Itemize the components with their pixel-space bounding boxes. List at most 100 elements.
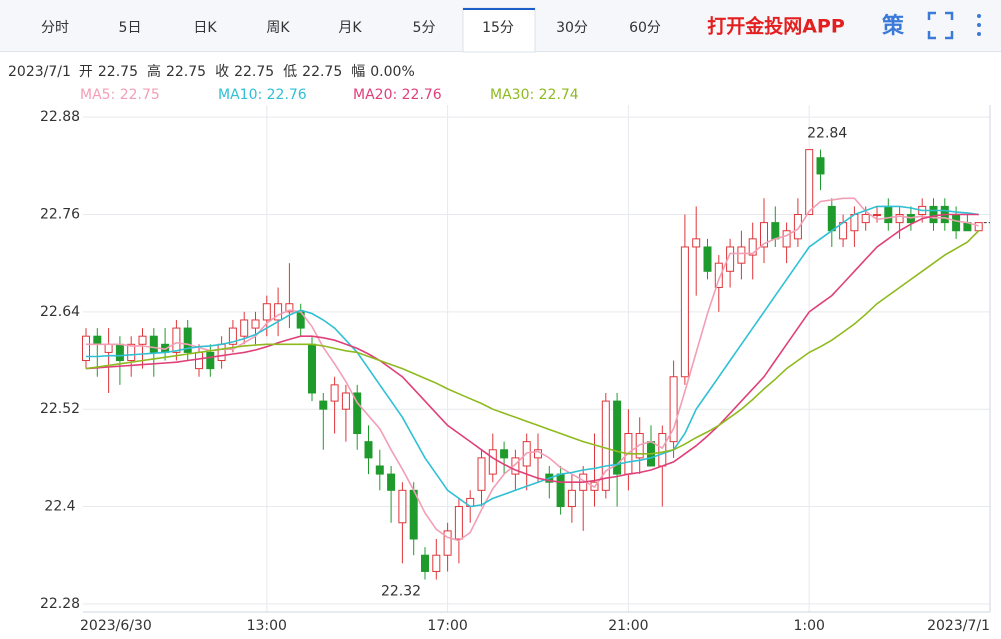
ma-line [86, 197, 979, 542]
candle-body [127, 343, 136, 362]
candle-body [341, 392, 350, 410]
candle-body [93, 335, 102, 345]
tab[interactable]: 15分 [482, 20, 514, 36]
y-tick-label: 22.4 [44, 499, 75, 515]
candle-body [726, 246, 735, 272]
candle-body [262, 303, 271, 321]
tab[interactable]: 周K [266, 20, 290, 36]
candle-body [567, 489, 576, 508]
candle-body [330, 384, 339, 402]
x-tick-label: 17:00 [427, 618, 467, 634]
candle-body [387, 473, 396, 491]
candle-body [737, 246, 746, 264]
more-icon[interactable] [977, 14, 981, 36]
info-text: 低 [283, 64, 297, 80]
candle-body [760, 222, 768, 248]
candle-body [974, 222, 983, 232]
candle-body [454, 506, 463, 540]
y-tick-label: 22.52 [40, 401, 80, 417]
candle-body [692, 238, 701, 248]
candle-body [816, 157, 825, 175]
y-tick-label: 22.76 [40, 207, 80, 223]
candle-body [319, 400, 328, 410]
candle-body [443, 530, 452, 556]
candle-body [228, 327, 237, 345]
legend-entry: MA5: 22.75 [80, 87, 160, 103]
info-text: 0.00% [370, 64, 414, 80]
candle-body [217, 343, 226, 362]
tab[interactable]: 30分 [556, 20, 588, 36]
x-tick-label: 13:00 [247, 618, 287, 634]
candle-body [748, 238, 757, 256]
candle-body [82, 335, 90, 362]
extreme-label: 22.32 [381, 583, 421, 599]
candle-body [782, 230, 791, 248]
strategy-icon[interactable]: 策 [882, 13, 905, 39]
candle-body [285, 303, 294, 313]
candle-body [353, 392, 362, 435]
fullscreen-icon[interactable] [927, 11, 954, 40]
candle-body [398, 489, 407, 524]
candle-body [183, 327, 192, 353]
info-text: 幅 [351, 64, 365, 80]
info-text: 22.75 [98, 64, 138, 80]
x-tick-label: 2023/6/30 [80, 618, 152, 634]
promo-link[interactable]: 打开金投网APP [707, 15, 845, 38]
tab[interactable]: 60分 [629, 20, 661, 36]
candle-body [488, 449, 497, 475]
legend-entry: MA20: 22.76 [353, 87, 442, 103]
candle-body [884, 205, 893, 224]
x-tick-label: 21:00 [608, 618, 648, 634]
x-tick-label: 1:00 [793, 618, 824, 634]
candle-body [195, 351, 203, 370]
x-tick-label: 2023/7/1 [927, 618, 990, 634]
candle-body [873, 214, 881, 217]
info-bar: 2023/7/1 开 22.75 高 22.75 收 22.75 低 22.75 幅 0.00% [8, 63, 415, 80]
tab[interactable]: 分时 [41, 20, 69, 36]
candle-body [703, 246, 712, 272]
info-text: 2023/7/1 [8, 64, 71, 80]
tab[interactable]: 5分 [413, 20, 436, 36]
info-text: 高 [147, 63, 161, 80]
info-text: 收 [215, 64, 229, 80]
legend-entry: MA10: 22.76 [218, 87, 307, 103]
candle-body [827, 205, 836, 232]
ma-line [86, 205, 979, 508]
y-tick-label: 22.88 [40, 109, 80, 125]
candle-body [861, 214, 870, 224]
candle-body [556, 473, 565, 508]
candle-body [669, 376, 678, 443]
candle-body [477, 457, 486, 491]
candle-body [500, 449, 509, 459]
candle-body [793, 214, 802, 240]
candle-body [714, 262, 723, 289]
candle-body [375, 465, 384, 475]
tab[interactable]: 日K [193, 20, 217, 36]
active-tab [462, 7, 536, 53]
candle-body [251, 319, 260, 329]
tab[interactable]: 月K [338, 20, 362, 36]
candle-body [421, 554, 429, 572]
candle-body [240, 319, 249, 337]
candle-body [115, 343, 124, 362]
tab[interactable]: 5日 [119, 20, 142, 36]
candle-body [104, 343, 113, 353]
legend-entry: MA30: 22.74 [490, 87, 579, 103]
candle-body [409, 489, 418, 540]
info-text: 22.75 [302, 64, 342, 80]
ma-line [85, 230, 980, 455]
candle-body [805, 149, 814, 216]
candle-body [511, 457, 520, 475]
y-tick-label: 22.64 [40, 304, 80, 320]
candle-body [138, 335, 147, 345]
candle-body [952, 214, 961, 232]
candle-body [601, 400, 610, 491]
candle-body [771, 222, 780, 240]
info-text: 开 [79, 64, 93, 80]
candle-body [274, 303, 283, 321]
candle-body [680, 246, 689, 378]
candle-body [172, 327, 181, 353]
candle-body [613, 400, 622, 475]
